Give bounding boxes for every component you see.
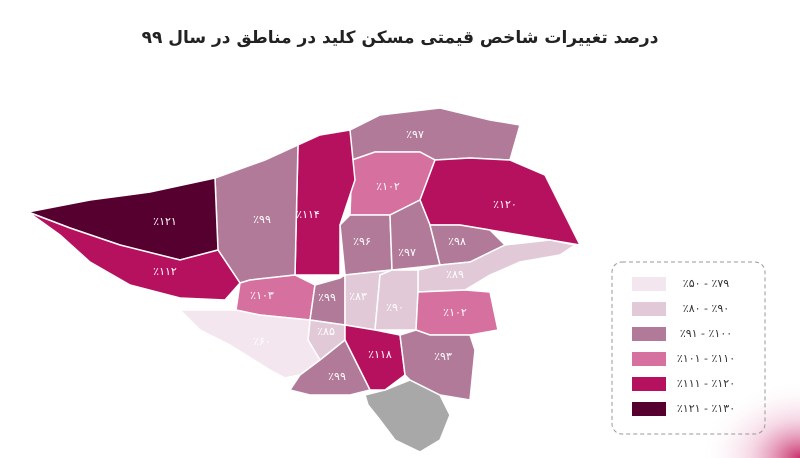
corner-decoration: [700, 380, 800, 458]
legend-label: ٪۵۰ - ٪۷۹: [683, 277, 730, 290]
district-label: ٪۱۱۴: [296, 208, 320, 221]
district-label: ٪۶۰: [253, 335, 271, 348]
district-label: ٪۱۰۳: [250, 289, 274, 302]
legend-label: ٪۸۰ - ٪۹۰: [683, 302, 729, 315]
legend-label: ٪۱۱۱ - ٪۱۲۰: [677, 377, 735, 390]
district-label: ٪۹۷: [398, 246, 416, 259]
legend-label: ٪۱۲۱ - ٪۱۳۰: [677, 402, 735, 415]
district-label: ٪۹۰: [386, 301, 404, 314]
legend-label: ٪۹۱ - ٪۱۰۰: [680, 327, 732, 340]
legend-label: ٪۱۰۱ - ٪۱۱۰: [677, 352, 735, 365]
district-label: ٪۸۵: [317, 325, 335, 338]
district-label: ٪۹۷: [406, 128, 424, 141]
district-label: ٪۱۲۰: [493, 198, 517, 211]
district-label: ٪۹۶: [353, 235, 371, 248]
district-label: ٪۹۹: [253, 213, 271, 226]
map-title: درصد تغییرات شاخص قیمتی مسکن کلید در منا…: [142, 28, 659, 48]
district-label: ٪۱۱۲: [153, 265, 177, 278]
legend-swatch: [632, 327, 666, 341]
legend-swatch: [632, 302, 666, 316]
legend-swatch: [632, 377, 666, 391]
legend-swatch: [632, 277, 666, 291]
district: [339, 107, 521, 161]
district: [178, 309, 321, 379]
district: [288, 338, 372, 396]
district-label: ٪۱۰۲: [376, 180, 400, 193]
district: [294, 129, 356, 276]
district: [374, 269, 419, 331]
district-label: ٪۱۱۸: [368, 348, 392, 361]
district-label: ٪۹۹: [328, 370, 346, 383]
legend-box: [611, 261, 766, 435]
legend-swatch: [632, 352, 666, 366]
district-label: ٪۹۹: [318, 291, 336, 304]
district: [399, 329, 476, 401]
district-label: ٪۹۳: [434, 350, 452, 363]
district-label: ٪۸۳: [349, 290, 367, 303]
district: [27, 211, 241, 301]
district-label: ٪۹۸: [448, 235, 466, 248]
district-label: ٪۱۲۱: [153, 215, 177, 228]
district-label: ٪۸۹: [446, 268, 464, 281]
district-label: ٪۱۰۲: [443, 306, 467, 319]
legend-swatch: [632, 402, 666, 416]
no-data-region: [364, 379, 451, 453]
